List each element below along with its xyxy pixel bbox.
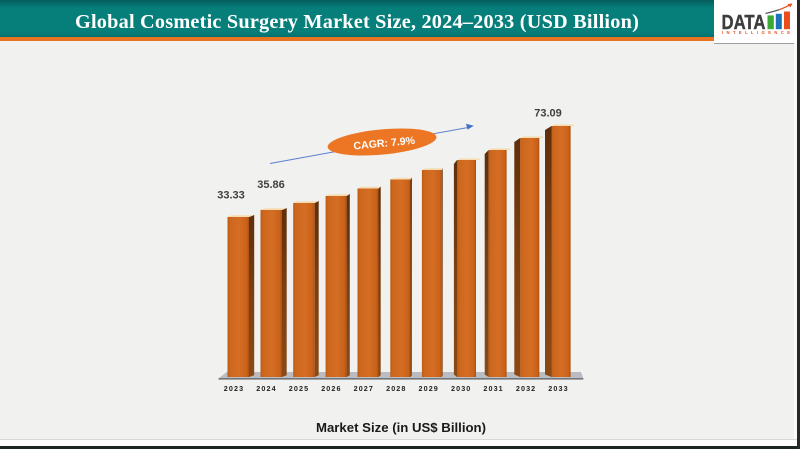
svg-text:2027: 2027 xyxy=(354,384,374,393)
svg-text:2024: 2024 xyxy=(256,384,276,393)
svg-text:73.09: 73.09 xyxy=(534,107,562,119)
svg-text:2031: 2031 xyxy=(483,384,503,393)
svg-text:2029: 2029 xyxy=(419,384,439,393)
svg-text:CAGR: 7.9%: CAGR: 7.9% xyxy=(353,135,416,153)
svg-text:2032: 2032 xyxy=(516,384,536,393)
svg-text:Market Size (in US$ Billion): Market Size (in US$ Billion) xyxy=(316,420,486,435)
svg-text:2025: 2025 xyxy=(289,384,309,393)
svg-text:35.86: 35.86 xyxy=(257,179,285,191)
svg-text:2033: 2033 xyxy=(548,384,568,393)
svg-text:33.33: 33.33 xyxy=(217,189,245,201)
svg-text:INTELLIGENCE: INTELLIGENCE xyxy=(722,30,790,35)
svg-text:2030: 2030 xyxy=(451,384,471,393)
svg-text:DATA: DATA xyxy=(722,12,766,34)
svg-text:2026: 2026 xyxy=(321,384,341,393)
svg-text:2028: 2028 xyxy=(386,384,406,393)
svg-text:2023: 2023 xyxy=(224,384,244,393)
